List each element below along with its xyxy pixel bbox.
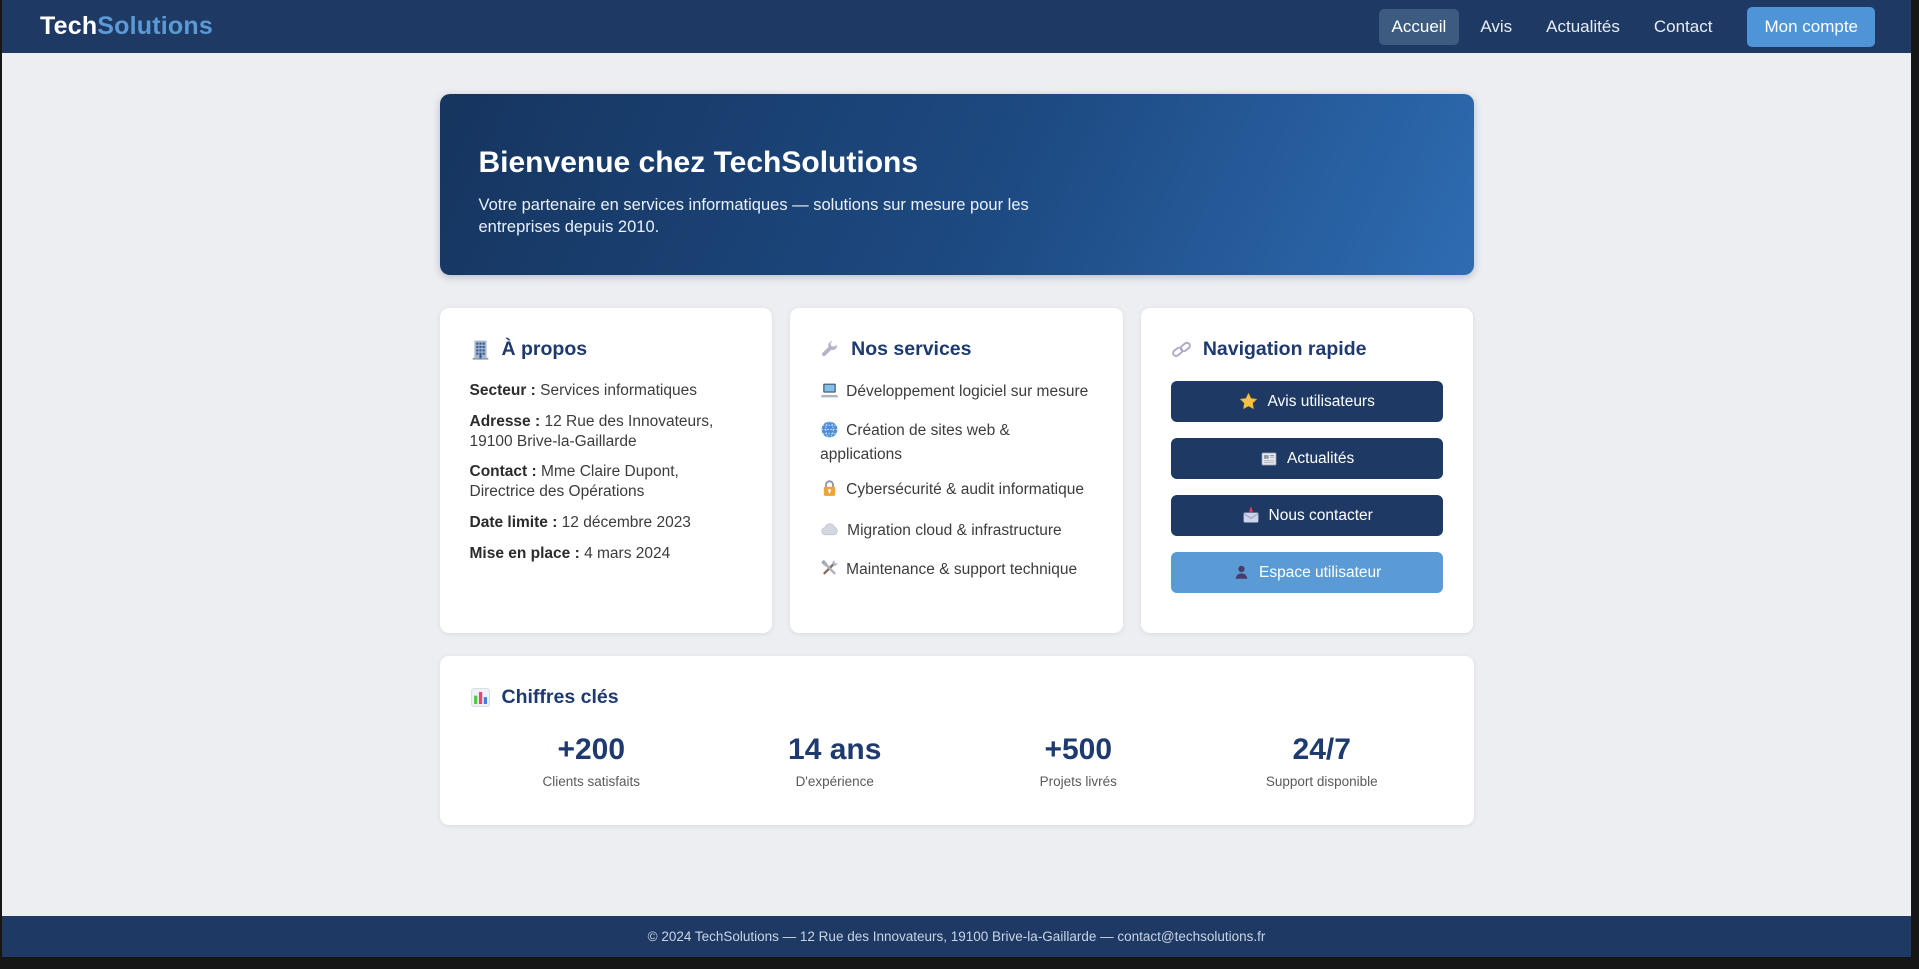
key-figures-card: Chiffres clés +200 Clients satisfaits 14… xyxy=(439,656,1474,825)
about-row-secteur: Secteur : Services informatiques xyxy=(469,382,697,399)
newspaper-icon xyxy=(1260,450,1278,468)
about-card: À propos Secteur : Services informatique… xyxy=(439,308,773,633)
user-icon xyxy=(1233,564,1250,581)
key-figures-title: Chiffres clés xyxy=(501,686,619,708)
building-icon xyxy=(470,339,491,360)
tools-icon xyxy=(820,559,839,584)
laptop-icon xyxy=(820,381,839,406)
main-content: Bienvenue chez TechSolutions Votre parte… xyxy=(2,53,1911,916)
hero-title: Bienvenue chez TechSolutions xyxy=(478,146,919,179)
service-item-securite: Cybersécurité & audit informatique xyxy=(820,479,1093,504)
about-card-title: À propos xyxy=(501,338,588,360)
page-footer: © 2024 TechSolutions — 12 Rue des Innova… xyxy=(2,916,1911,957)
about-card-heading: À propos xyxy=(470,338,743,361)
service-item-maintenance: Maintenance & support technique xyxy=(820,559,1093,584)
brand-logo[interactable]: TechSolutions xyxy=(40,12,213,41)
globe-icon xyxy=(820,420,839,445)
quick-nav-card: Navigation rapide Avis utilisateurs Actu… xyxy=(1140,308,1474,633)
services-card-title: Nos services xyxy=(851,338,972,360)
cloud-icon xyxy=(820,519,840,545)
chart-icon xyxy=(470,687,491,708)
key-figures-heading: Chiffres clés xyxy=(470,686,1444,709)
about-row-adresse: Adresse : 12 Rue des Innovateurs, 19100 … xyxy=(469,412,714,450)
stat-projets: +500 Projets livrés xyxy=(1039,733,1117,789)
wrench-icon xyxy=(820,340,840,360)
about-row-mise-en-place: Mise en place : 4 mars 2024 xyxy=(469,544,671,562)
service-item-web: Création de sites web & applications xyxy=(820,420,1010,464)
about-row-date-limite: Date limite : 12 décembre 2023 xyxy=(469,514,691,532)
nav-menu: Accueil Avis Actualités Contact Mon comp… xyxy=(1378,6,1875,47)
quick-nav-espace-utilisateur-button[interactable]: Espace utilisateur xyxy=(1170,552,1444,593)
star-icon xyxy=(1239,392,1258,411)
service-item-dev: Développement logiciel sur mesure xyxy=(820,381,1093,406)
quick-nav-actualites-button[interactable]: Actualités xyxy=(1170,438,1444,479)
stats-row: +200 Clients satisfaits 14 ans D'expérie… xyxy=(470,733,1444,789)
stat-support: 24/7 Support disponible xyxy=(1265,733,1378,789)
services-card-heading: Nos services xyxy=(820,338,1093,361)
top-navbar: TechSolutions Accueil Avis Actualités Co… xyxy=(2,0,1911,53)
info-cards-row: À propos Secteur : Services informatique… xyxy=(439,308,1474,633)
service-item-cloud: Migration cloud & infrastructure xyxy=(820,519,1093,545)
quick-nav-contact-button[interactable]: Nous contacter xyxy=(1170,495,1444,536)
about-row-contact: Contact : Mme Claire Dupont, Directrice … xyxy=(469,463,679,501)
footer-text: © 2024 TechSolutions — 12 Rue des Innova… xyxy=(647,929,1266,944)
hero-subtitle: Votre partenaire en services informatiqu… xyxy=(478,196,1029,236)
quick-nav-card-title: Navigation rapide xyxy=(1202,338,1367,360)
nav-item-actualites[interactable]: Actualités xyxy=(1546,16,1620,36)
stat-clients: +200 Clients satisfaits xyxy=(542,733,641,789)
nav-item-accueil[interactable]: Accueil xyxy=(1378,8,1460,45)
nav-item-contact[interactable]: Contact xyxy=(1653,16,1713,36)
hero-banner: Bienvenue chez TechSolutions Votre parte… xyxy=(439,94,1474,275)
quick-nav-card-heading: Navigation rapide xyxy=(1171,338,1444,361)
services-card: Nos services Développement logiciel sur … xyxy=(790,308,1123,633)
brand-bold: Tech xyxy=(40,12,98,40)
nav-item-avis[interactable]: Avis xyxy=(1480,16,1513,36)
stat-experience: 14 ans D'expérience xyxy=(788,733,882,789)
quick-nav-avis-button[interactable]: Avis utilisateurs xyxy=(1170,381,1444,422)
account-button[interactable]: Mon compte xyxy=(1747,6,1875,47)
brand-accent: Solutions xyxy=(97,12,213,40)
lock-icon xyxy=(820,479,839,504)
envelope-icon xyxy=(1242,506,1260,525)
link-icon xyxy=(1171,339,1192,360)
